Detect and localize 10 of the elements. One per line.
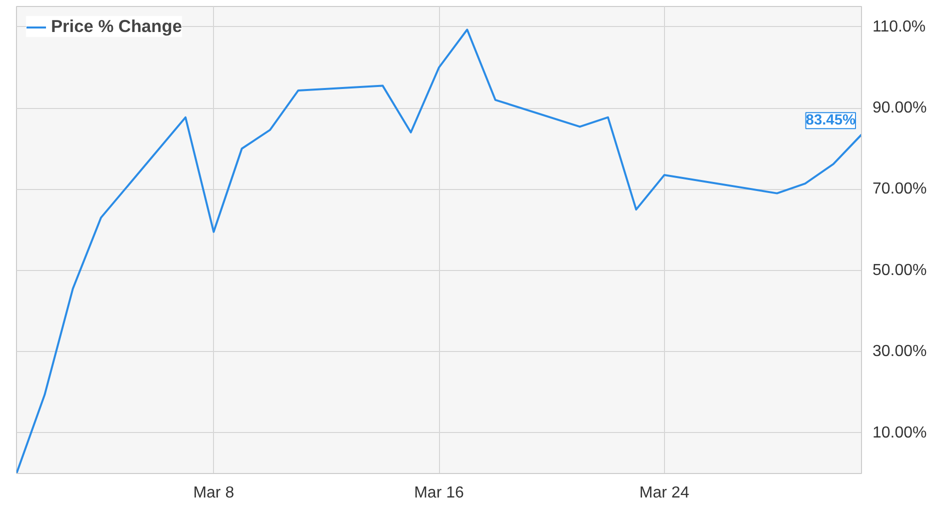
- y-tick-label: 70.00%: [872, 180, 927, 198]
- y-tick-label: 30.00%: [872, 343, 927, 360]
- x-tick-label: Mar 16: [414, 484, 464, 502]
- y-tick-label: 10.00%: [872, 424, 927, 442]
- y-tick-label: 50.00%: [872, 262, 927, 279]
- x-tick-label: Mar 8: [193, 484, 234, 502]
- x-tick-label: Mar 24: [639, 484, 690, 502]
- legend-label: Price % Change: [51, 16, 182, 37]
- y-tick-label: 110.0%: [872, 18, 926, 36]
- y-tick-label: 90.00%: [872, 100, 927, 117]
